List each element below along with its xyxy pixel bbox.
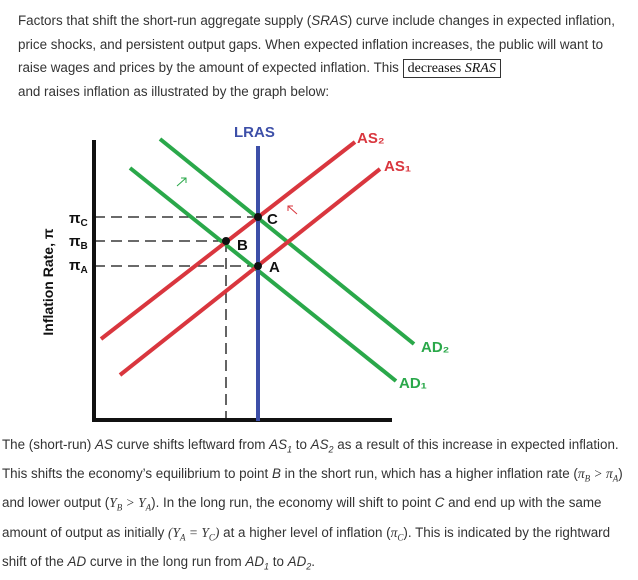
as1-curve [118, 167, 382, 377]
outro-ad1: AD1 [245, 553, 270, 572]
outro-s7: ). This is indicated by the rightward sh… [2, 524, 611, 569]
outro-s1: The (short-run) [2, 437, 96, 452]
lras-label: LRAS [234, 124, 275, 141]
as-ad-diagram: LRAS AS₂ AS₁ AD₂ AD₁ C B A πC πB πA Infl… [40, 124, 449, 422]
ad1-label: AD₁ [399, 375, 427, 392]
outro-point-c: C [434, 495, 445, 511]
explanation-paragraph: The (short-run) AS curve shifts leftward… [2, 433, 632, 579]
as-shift-arrow-icon [287, 205, 298, 215]
intro-sras: SRAS [311, 13, 348, 28]
intro-paragraph: Factors that shift the short-run aggrega… [18, 9, 624, 103]
outro-s5: and end up with the same amount of outpu… [2, 495, 602, 540]
outro-y-equality: (YA = YC) [168, 524, 220, 543]
outro-to2: to [269, 553, 288, 569]
ad-shift-arrow-icon [176, 177, 187, 187]
outro-point-b: B [271, 466, 281, 482]
outro-pi-inequality: πB > πA [577, 466, 619, 484]
pi-c-tick: πC [69, 210, 88, 229]
point-a-label: A [269, 259, 280, 276]
outro-ad2: AD2 [287, 553, 312, 572]
outro-s6: at a higher level of inflation ( [219, 524, 391, 540]
ad1-curve [128, 166, 398, 383]
as2-label: AS₂ [357, 130, 385, 147]
outro-y-inequality: YB > YA [109, 495, 152, 514]
intro-text-3: and raises inflation as illustrated by t… [18, 83, 330, 99]
outro-as1: AS1 [269, 437, 293, 455]
ad2-label: AD₂ [421, 339, 449, 356]
y-axis-label: Inflation Rate, π [40, 228, 56, 335]
point-b-label: B [237, 237, 248, 254]
outro-s4: ). In the long run, the economy will shi… [151, 495, 435, 511]
pi-a-tick: πA [69, 257, 88, 276]
point-b-dot [222, 237, 230, 245]
outro-s1b: curve shifts leftward from [112, 437, 270, 452]
outro-pi-c: πC [390, 524, 404, 543]
outro-s3: ) and lower output ( [2, 466, 623, 511]
answer-dropdown[interactable]: decreases SRAS [402, 59, 501, 78]
answer-word: decreases [407, 61, 462, 76]
point-a-dot [254, 262, 262, 270]
outro-ad: AD [67, 553, 87, 569]
intro-text-2: ) curve include changes in expected infl… [18, 13, 615, 75]
outro-s1c: as a result of this increase in expected… [2, 437, 619, 482]
answer-abbr: SRAS [464, 61, 496, 76]
pi-b-tick: πB [69, 233, 88, 252]
point-c-label: C [267, 211, 278, 228]
outro-end: . [311, 553, 315, 569]
outro-as2: AS2 [310, 437, 334, 455]
intro-text-1: Factors that shift the short-run aggrega… [18, 13, 312, 28]
outro-as: AS [95, 437, 113, 452]
outro-to: to [292, 437, 311, 452]
as1-label: AS₁ [384, 158, 411, 175]
outro-s8: curve in the long run from [86, 553, 246, 569]
outro-s2: in the short run, which has a higher inf… [280, 466, 578, 482]
point-c-dot [254, 213, 262, 221]
